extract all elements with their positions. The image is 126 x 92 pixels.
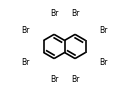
Text: Br: Br	[99, 26, 108, 34]
Text: Br: Br	[71, 9, 79, 18]
Text: Br: Br	[99, 58, 108, 67]
Text: Br: Br	[50, 75, 58, 84]
Text: Br: Br	[71, 75, 79, 84]
Text: Br: Br	[22, 58, 30, 67]
Text: Br: Br	[22, 26, 30, 34]
Text: Br: Br	[50, 9, 58, 18]
